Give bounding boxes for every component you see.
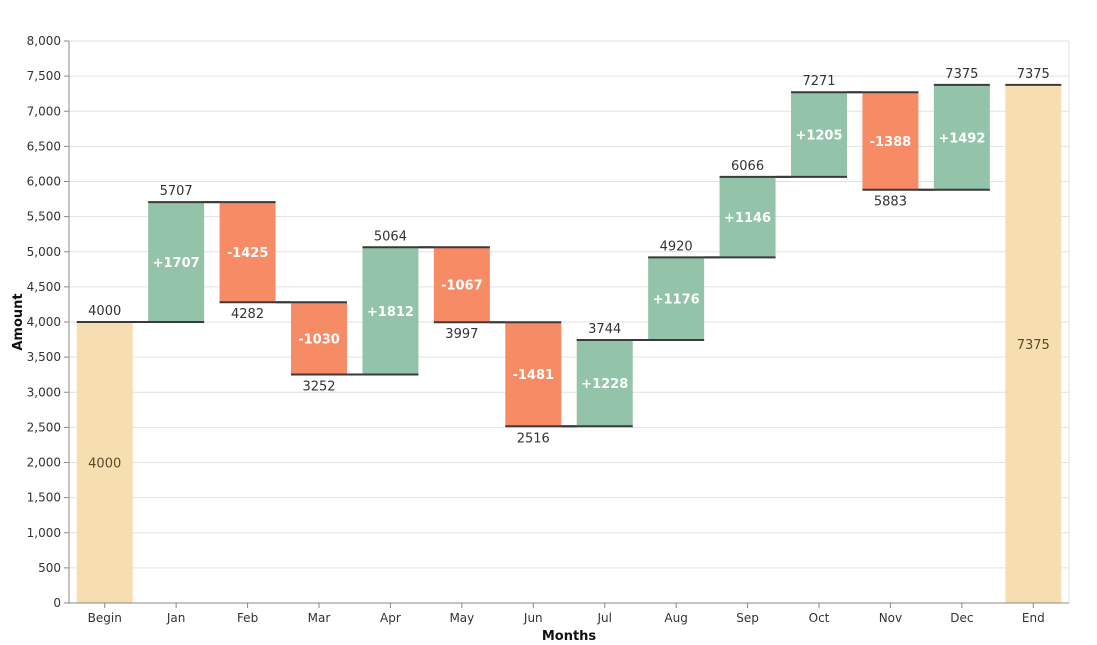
x-tick-label: Mar [308, 611, 331, 625]
bar-end-label: 3252 [302, 380, 335, 395]
increase-bar [648, 257, 705, 340]
y-tick-label: 3,500 [27, 350, 61, 364]
x-tick-label: Dec [950, 611, 973, 625]
gridlines [69, 40, 1070, 603]
x-tick-label: Jan [166, 611, 186, 625]
bar-delta-label: +1176 [653, 293, 700, 308]
bar-end-label: 4920 [660, 239, 693, 254]
x-tick-label: End [1022, 611, 1045, 625]
decrease-bar [291, 302, 347, 375]
y-tick-label: 4,000 [27, 315, 61, 329]
x-tick-label: Sep [736, 611, 759, 625]
y-tick-label: 3,000 [27, 385, 61, 399]
bars: 4000 4000 +1707 5707 -1425 4282 -1030 3252 +1812… [76, 67, 1062, 603]
y-tick-label: 7,500 [27, 69, 61, 83]
x-tick-label: Begin [88, 611, 122, 625]
bar-delta-label: +1812 [367, 305, 414, 320]
x-tick-label: May [449, 611, 474, 625]
y-tick-label: 6,500 [27, 139, 61, 153]
increase-bar [576, 339, 633, 427]
bar-delta-label: -1030 [298, 332, 340, 347]
y-tick-label: 4,500 [27, 280, 61, 294]
y-tick-label: 2,000 [27, 456, 61, 470]
y-tick-label: 6,000 [27, 175, 61, 189]
y-tick-label: 1,000 [27, 526, 61, 540]
bar-top-label: 4000 [88, 304, 121, 319]
bar-end-label: 3997 [445, 327, 478, 342]
bar-delta-label: +1492 [938, 131, 985, 146]
bar-delta-label: +1146 [724, 211, 771, 226]
bar-delta-label: +1228 [581, 377, 628, 392]
x-axis-title: Months [542, 629, 597, 644]
y-tick-label: 1,500 [27, 491, 61, 505]
increase-bar [933, 84, 990, 190]
bar-end-label: 4282 [231, 307, 264, 322]
total-bar [76, 322, 133, 603]
increase-bar [148, 202, 205, 322]
bar-end-label: 7375 [945, 67, 978, 82]
increase-bar [362, 247, 419, 375]
y-tick-label: 7,000 [27, 104, 61, 118]
bar-end-label: 2516 [517, 431, 550, 446]
bar-delta-label: -1388 [870, 135, 912, 150]
y-tick-label: 500 [38, 561, 61, 575]
decrease-bar [505, 322, 562, 427]
x-tick-label: Oct [809, 611, 830, 625]
bar-value-label: 7375 [1017, 338, 1050, 353]
bar-end-label: 6066 [731, 159, 764, 174]
bar-end-label: 5883 [874, 195, 907, 210]
x-tick-label: Apr [380, 611, 401, 625]
bar-value-label: 4000 [88, 457, 121, 472]
y-tick-label: 5,000 [27, 245, 61, 259]
bar-end-label: 3744 [588, 322, 621, 337]
y-tick-label: 5,500 [27, 210, 61, 224]
decrease-bar [862, 92, 919, 190]
decrease-bar [219, 202, 276, 303]
bar-end-label: 7271 [802, 74, 835, 89]
bar-delta-label: +1707 [153, 256, 200, 271]
bar-delta-label: -1425 [227, 246, 269, 261]
bar-delta-label: +1205 [795, 129, 842, 144]
x-tick-label: Jun [523, 611, 543, 625]
y-tick-label: 8,000 [27, 34, 61, 48]
bar-end-label: 5064 [374, 229, 407, 244]
y-tick-label: 2,500 [27, 420, 61, 434]
increase-bar [791, 92, 847, 177]
x-tick-label: Nov [879, 611, 902, 625]
bar-end-label: 5707 [160, 184, 193, 199]
increase-bar [719, 176, 776, 258]
y-tick-label: 0 [53, 596, 61, 610]
x-tick-label: Jul [596, 611, 611, 625]
bar-top-label: 7375 [1017, 67, 1050, 82]
bar-delta-label: -1067 [441, 279, 483, 294]
x-tick-label: Aug [664, 611, 687, 625]
decrease-bar [433, 247, 490, 323]
y-axis-title: Amount [11, 293, 26, 350]
total-bar [1005, 84, 1062, 603]
bar-delta-label: -1481 [512, 368, 554, 383]
x-tick-label: Feb [237, 611, 258, 625]
axes: 0 500 1,000 1,500 2,000 2,500 3,000 3,500 4,000 4… [27, 34, 1069, 625]
